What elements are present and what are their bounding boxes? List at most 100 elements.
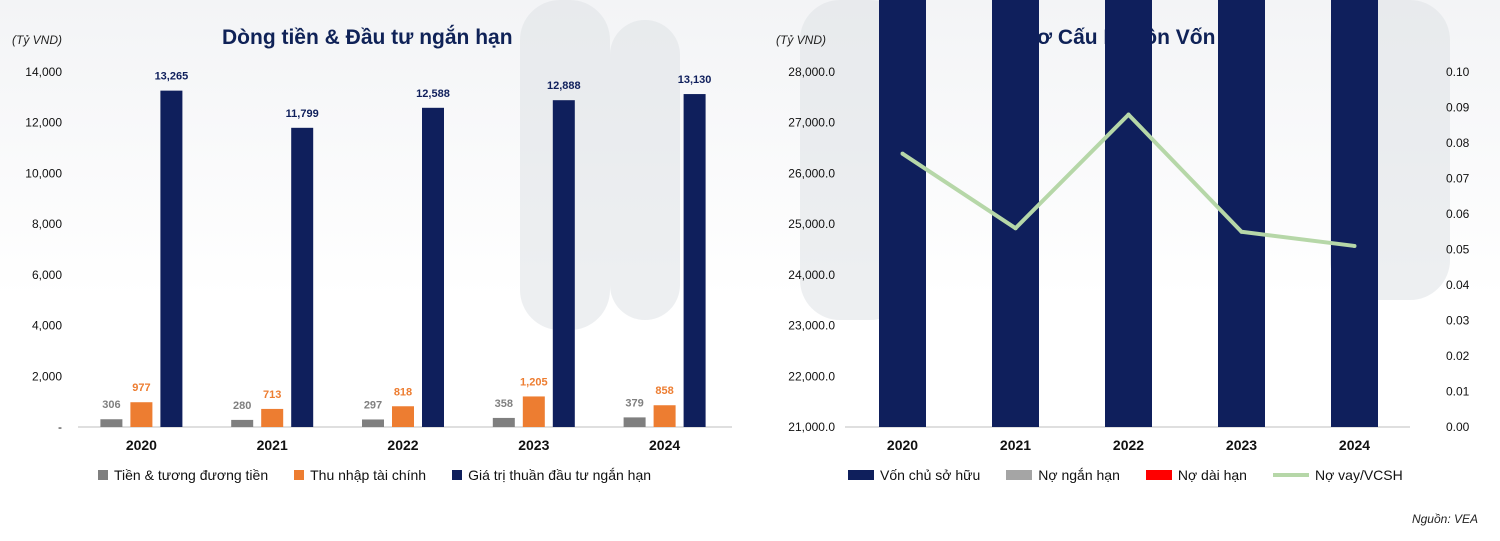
left-legend: Tiền & tương đương tiền Thu nhập tài chí…	[98, 467, 677, 483]
legend-swatch-financial-income	[294, 470, 305, 480]
y-tick-label-left: 27,000.0	[788, 116, 835, 130]
y-tick-label-left: 22,000.0	[788, 369, 835, 383]
legend-label-short-term-investment: Giá trị thuần đầu tư ngắn hạn	[468, 467, 652, 483]
y-tick-label-right: 0.04	[1446, 278, 1470, 292]
data-label: 306	[102, 399, 120, 411]
x-tick-label: 2023	[518, 437, 549, 453]
bar	[100, 419, 123, 427]
stacked-bar-segment	[879, 0, 926, 427]
legend-swatch-equity	[848, 470, 874, 480]
legend-label-long-term-debt: Nợ dài hạn	[1177, 467, 1247, 483]
y-tick-label: 12,000	[25, 116, 62, 130]
legend-item-short-term-investment: Giá trị thuần đầu tư ngắn hạn	[452, 467, 651, 483]
y-tick-label-left: 24,000.0	[788, 268, 835, 282]
background-silhouette	[610, 20, 680, 320]
legend-label-short-term-debt: Nợ ngắn hạn	[1038, 467, 1120, 483]
data-label: 13,130	[678, 74, 712, 86]
y-tick-label-right: 0.06	[1446, 207, 1470, 221]
y-tick-label-right: 0.01	[1446, 385, 1470, 399]
x-tick-label: 2022	[1113, 437, 1144, 453]
legend-item-cash: Tiền & tương đương tiền	[98, 467, 268, 483]
x-tick-label: 2020	[126, 437, 157, 453]
cash-investment-chart-panel: (Tỷ VND) Dòng tiền & Đầu tư ngắn hạn - 2,…	[0, 0, 740, 541]
y-tick-label-left: 28,000.0	[788, 65, 835, 79]
right-chart-svg: 21,000.0 22,000.0 23,000.0 24,000.0 25,000.0…	[788, 0, 1470, 453]
y-tick-label: -	[58, 420, 62, 434]
data-label: 379	[625, 397, 643, 409]
y-tick-label-left: 25,000.0	[788, 217, 835, 231]
y-tick-label-right: 0.07	[1446, 172, 1470, 186]
y-tick-label: 2,000	[32, 369, 62, 383]
y-tick-label-right: 0.00	[1446, 420, 1470, 434]
left-chart-title: Dòng tiền & Đầu tư ngắn hạn	[222, 26, 513, 49]
line-point	[1352, 243, 1357, 248]
legend-swatch-short-term-investment	[452, 470, 463, 480]
y-tick-label: 10,000	[25, 166, 62, 180]
bar	[160, 90, 183, 427]
bar	[291, 127, 314, 428]
left-unit-label: (Tỷ VND)	[12, 33, 62, 47]
stacked-bar-segment	[1331, 0, 1378, 427]
bar	[231, 419, 254, 427]
y-tick-label-right: 0.10	[1446, 65, 1470, 79]
data-label: 818	[394, 386, 412, 398]
x-tick-label: 2021	[257, 437, 288, 453]
legend-item-equity: Vốn chủ sở hữu	[848, 467, 980, 483]
y-tick-label-left: 21,000.0	[788, 420, 835, 434]
bar	[683, 94, 706, 427]
legend-item-debt-to-equity: Nợ vay/VCSH	[1272, 467, 1403, 483]
x-tick-label: 2023	[1226, 437, 1257, 453]
data-label: 1,205	[520, 376, 548, 388]
legend-item-short-term-debt: Nợ ngắn hạn	[1006, 467, 1120, 483]
x-tick-label: 2024	[649, 437, 680, 453]
legend-swatch-debt-to-equity	[1272, 473, 1309, 477]
data-label: 13,265	[155, 71, 189, 83]
data-label: 297	[364, 399, 382, 411]
bar	[261, 408, 284, 427]
right-legend: Vốn chủ sở hữu Nợ ngắn hạn Nợ dài hạn Nợ…	[848, 467, 1429, 483]
legend-label-financial-income: Thu nhập tài chính	[310, 467, 427, 483]
line-point	[900, 151, 905, 156]
bar	[623, 417, 646, 427]
line-point	[1013, 226, 1018, 231]
x-tick-label: 2020	[887, 437, 918, 453]
stacked-bar-segment	[1105, 0, 1152, 427]
bar	[522, 396, 545, 427]
line-point	[1239, 229, 1244, 234]
y-tick-label-left: 23,000.0	[788, 319, 835, 333]
y-tick-label: 8,000	[32, 217, 62, 231]
legend-item-financial-income: Thu nhập tài chính	[294, 467, 426, 483]
source-note: Nguồn: VEA	[1411, 512, 1478, 526]
bar	[130, 402, 153, 427]
capital-structure-chart-panel: (Tỷ VND) Cơ Cấu Nguồn Vốn 21,000.022,000…	[740, 0, 1500, 541]
x-tick-label: 2021	[1000, 437, 1031, 453]
legend-swatch-short-term-debt	[1006, 470, 1033, 480]
y-tick-label: 6,000	[32, 268, 62, 282]
y-tick-label: 14,000	[25, 65, 62, 79]
y-tick-label-right: 0.05	[1446, 243, 1470, 257]
legend-label-debt-to-equity: Nợ vay/VCSH	[1314, 467, 1403, 483]
x-tick-label: 2024	[1339, 437, 1370, 453]
data-label: 12,588	[416, 88, 450, 100]
y-tick-label-right: 0.03	[1446, 314, 1470, 328]
right-unit-label: (Tỷ VND)	[776, 33, 826, 47]
x-tick-label: 2022	[387, 437, 418, 453]
data-label: 713	[263, 389, 281, 401]
y-tick-label-right: 0.08	[1446, 136, 1470, 150]
left-chart-svg: - 2,000 4,000 6,000 8,000 10,000 12,000 14,000 2…	[25, 65, 732, 453]
line-point	[1126, 112, 1131, 117]
legend-swatch-cash	[98, 470, 108, 480]
legend-swatch-long-term-debt	[1145, 470, 1172, 480]
y-tick-label-right: 0.09	[1446, 101, 1470, 115]
bar	[422, 107, 444, 427]
bar	[362, 419, 384, 427]
data-label: 358	[495, 398, 513, 410]
bar	[392, 406, 414, 427]
data-label: 12,888	[547, 80, 581, 92]
data-label: 977	[132, 382, 150, 394]
data-label: 858	[655, 385, 673, 397]
data-label: 11,799	[286, 108, 319, 120]
y-tick-label-left: 26,000.0	[788, 166, 835, 180]
bar	[653, 405, 676, 427]
y-tick-label: 4,000	[32, 319, 62, 333]
